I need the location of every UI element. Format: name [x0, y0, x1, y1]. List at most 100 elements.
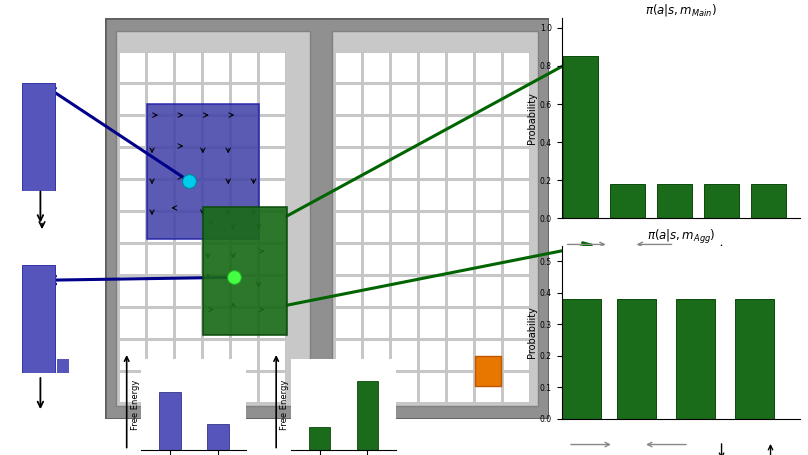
Bar	[475, 116, 501, 146]
Bar	[259, 244, 285, 274]
Bar	[57, 359, 69, 373]
Bar	[503, 148, 528, 178]
Bar	[120, 340, 145, 370]
Bar	[332, 31, 538, 406]
Bar	[335, 148, 361, 178]
Bar	[120, 276, 145, 306]
Bar	[419, 244, 445, 274]
Bar	[563, 56, 598, 218]
Bar	[259, 373, 285, 402]
Bar	[391, 373, 417, 402]
Bar	[503, 116, 528, 146]
Bar	[259, 148, 285, 178]
Bar	[120, 180, 145, 210]
Y-axis label: Free Energy: Free Energy	[280, 380, 289, 430]
Bar	[391, 84, 417, 114]
Bar	[231, 148, 257, 178]
Bar	[259, 276, 285, 306]
Bar	[147, 104, 259, 239]
Bar	[475, 148, 501, 178]
Bar	[335, 276, 361, 306]
Bar	[447, 244, 473, 274]
Bar	[147, 84, 173, 114]
Bar	[147, 308, 173, 338]
Y-axis label: Probability: Probability	[527, 92, 537, 144]
Bar	[231, 84, 257, 114]
Bar	[391, 308, 417, 338]
Bar	[475, 340, 501, 370]
Bar	[147, 148, 173, 178]
Bar	[419, 340, 445, 370]
Bar	[259, 84, 285, 114]
Bar	[22, 83, 55, 191]
Bar	[231, 373, 257, 402]
Bar	[147, 52, 173, 82]
Bar	[363, 276, 389, 306]
Bar	[363, 373, 389, 402]
Bar	[335, 373, 361, 402]
Bar	[475, 308, 501, 338]
Bar	[120, 116, 145, 146]
Bar	[391, 148, 417, 178]
Bar	[203, 308, 229, 338]
Bar	[175, 308, 201, 338]
Bar	[22, 265, 55, 373]
Bar	[391, 340, 417, 370]
Bar	[447, 52, 473, 82]
Bar	[259, 308, 285, 338]
Bar	[419, 148, 445, 178]
Bar	[562, 299, 600, 419]
Bar	[175, 84, 201, 114]
Bar	[610, 184, 645, 218]
Bar	[203, 52, 229, 82]
Bar	[175, 180, 201, 210]
Bar	[231, 276, 257, 306]
Bar	[203, 148, 229, 178]
Bar	[419, 116, 445, 146]
Bar	[120, 148, 145, 178]
Bar	[475, 276, 501, 306]
Bar	[475, 244, 501, 274]
Bar	[391, 52, 417, 82]
Bar	[203, 244, 229, 274]
Bar	[231, 180, 257, 210]
Bar	[391, 212, 417, 242]
Bar	[363, 52, 389, 82]
Bar	[175, 116, 201, 146]
Bar	[503, 340, 528, 370]
Bar	[175, 212, 201, 242]
Bar	[203, 116, 229, 146]
Bar	[120, 373, 145, 402]
Bar	[503, 276, 528, 306]
Bar	[147, 276, 173, 306]
Bar	[447, 180, 473, 210]
Bar	[259, 52, 285, 82]
Bar	[203, 180, 229, 210]
Bar	[259, 180, 285, 210]
Bar	[705, 184, 739, 218]
Bar	[231, 340, 257, 370]
Bar	[259, 116, 285, 146]
Bar	[617, 299, 656, 419]
Bar	[259, 340, 285, 370]
Bar	[447, 276, 473, 306]
Bar	[335, 116, 361, 146]
Bar	[419, 212, 445, 242]
Bar	[175, 244, 201, 274]
Y-axis label: Free Energy: Free Energy	[131, 380, 140, 430]
Bar	[207, 424, 229, 450]
Bar	[231, 244, 257, 274]
Bar	[419, 308, 445, 338]
Bar	[363, 148, 389, 178]
Bar	[419, 373, 445, 402]
Bar	[447, 212, 473, 242]
Bar	[120, 308, 145, 338]
Bar	[175, 373, 201, 402]
Bar	[503, 308, 528, 338]
Bar	[391, 276, 417, 306]
Bar	[447, 148, 473, 178]
Bar	[159, 392, 181, 450]
Text: Action: Action	[656, 273, 693, 283]
Bar	[419, 52, 445, 82]
Bar	[447, 308, 473, 338]
